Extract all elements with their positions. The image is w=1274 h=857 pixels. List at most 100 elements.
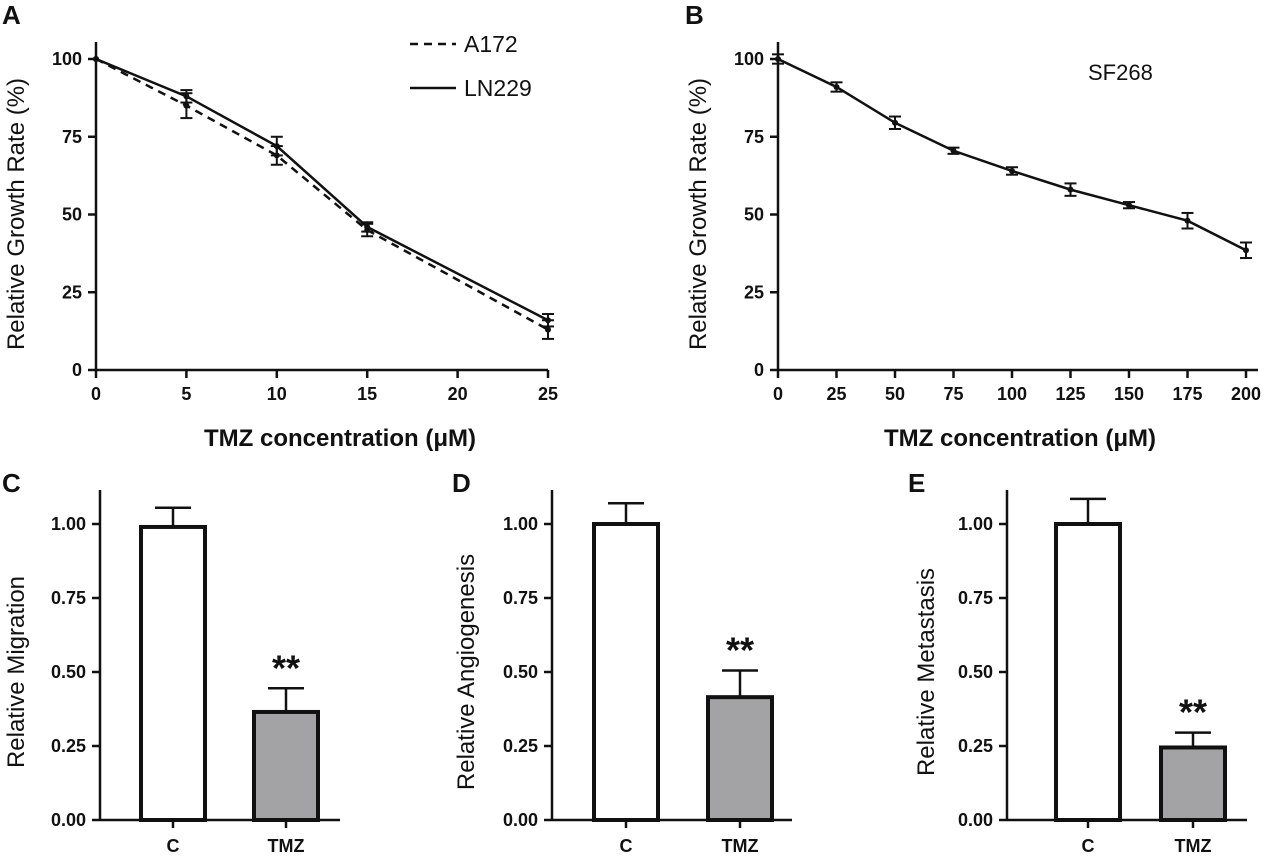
panel-a-y-tick-label: 50 [62,205,82,225]
panel-b-data-point [833,83,840,90]
panel-a-y-axis-title: Relative Growth Rate (%) [3,78,30,350]
legend-label-ln229: LN229 [464,75,532,101]
panel-c-y-tick-label: 0.75 [51,588,86,608]
panel-d-x-tick-label: C [620,836,633,856]
panel-c-x-tick-label: C [167,836,180,856]
panel-a-x-axis-title: TMZ concentration (μM) [204,425,476,452]
panel-e-y-tick-label: 0.00 [958,810,993,830]
panel-a-y-tick-label: 0 [72,360,82,380]
panel-b-y-tick-label: 50 [744,205,764,225]
panel-b-x-tick-label: 25 [826,384,846,404]
panel-e-error-bar [1070,497,1106,524]
panel-b-data-point [1243,247,1249,254]
panel-b-y-tick-label: 75 [744,127,764,147]
panel-b-y-tick-label: 25 [744,282,764,302]
panel-c-y-tick-label: 0.50 [51,662,86,682]
panel-a-x-tick-label: 25 [538,384,558,404]
panel-a-x-tick-label: 10 [267,384,287,404]
panel-d-bar-c [592,522,660,822]
panel-d-bar-tmz [706,695,774,822]
panel-letter-d: D [452,468,471,498]
panel-d-y-tick-label: 1.00 [503,514,538,534]
panel-a-data-point [273,143,280,150]
panel-a-x-tick-label: 0 [91,384,101,404]
panel-e-y-tick-label: 0.25 [958,736,993,756]
panel-b-line-chart: B Relative Growth Rate (%) TMZ concentra… [685,0,1261,452]
panel-b-data-point [1067,186,1074,193]
panel-c-significance-marker: ** [272,647,300,688]
panel-b-x-axis-title: TMZ concentration (μM) [884,425,1156,452]
panel-b-data-point [1126,202,1132,209]
panel-b-data-point [892,119,898,126]
panel-b-x-tick-label: 50 [885,384,905,404]
panel-e-y-tick-label: 1.00 [958,514,993,534]
panel-e-x-tick-label: C [1082,836,1095,856]
panel-d-x-tick-label: TMZ [722,836,759,856]
panel-d-y-tick-label: 0.75 [503,588,538,608]
panel-c-y-tick-label: 1.00 [51,514,86,534]
panel-a-data-point [183,102,190,109]
panel-d-y-tick-label: 0.25 [503,736,538,756]
panel-a-x-tick-label: 5 [181,384,191,404]
panel-b-x-tick-label: 150 [1114,384,1144,404]
panel-e-y-axis-title: Relative Metastasis [913,568,940,776]
panel-b-annotation: SF268 [1088,60,1153,85]
panel-c-bar-c [139,524,207,823]
panel-b-x-tick-label: 200 [1231,384,1261,404]
panel-b-x-tick-label: 0 [773,384,783,404]
panel-c-y-axis-title: Relative Migration [3,576,30,768]
panel-c-y-tick-label: 0.25 [51,736,86,756]
panel-d-error-bar [722,669,758,698]
panel-d-bar-chart: D Relative Angiogenesis 0.00 0.25 0.50 0.75… [452,468,792,856]
panel-d-y-axis-title: Relative Angiogenesis [453,554,480,790]
panel-e-error-bar [1175,731,1211,748]
panel-c-error-bar [155,506,191,527]
panel-a-legend: A172 LN229 [410,31,532,101]
panel-e-y-tick-label: 0.75 [958,588,993,608]
panel-a-data-point [545,326,551,333]
panel-b-series-sf268-line [777,57,1247,252]
panel-c-bar-tmz [252,709,320,823]
panel-b-x-tick-label: 75 [943,384,963,404]
panel-b-data-point [1184,217,1191,224]
panel-c-bar-chart: C Relative Migration 0.00 0.25 0.50 0.75 1.0… [2,468,340,856]
panel-d-y-tick-label: 0.50 [503,662,538,682]
panel-a-y-tick-label: 75 [62,127,82,147]
legend-label-a172: A172 [464,31,518,57]
panel-b-x-tick-label: 100 [997,384,1027,404]
panel-c-error-bar [268,687,304,712]
panel-a-data-point [364,223,371,230]
panel-b-data-point [950,147,957,154]
panel-b-x-tick-label: 125 [1055,384,1085,404]
panel-c-y-tick-label: 0.00 [51,810,86,830]
panel-b-y-axis-title: Relative Growth Rate (%) [685,78,712,350]
panel-a-x-tick-label: 20 [448,384,468,404]
panel-e-significance-marker: ** [1179,692,1207,733]
panel-e-bar-chart: E Relative Metastasis 0.00 0.25 0.50 0.75 1.… [908,468,1247,856]
panel-b-y-tick-label: 100 [734,49,764,69]
panel-letter-c: C [2,468,21,498]
panel-e-bar-c [1054,522,1122,822]
panel-a-line-chart: A Relative Growth Rate (%) TMZ concentra… [2,0,558,452]
panel-a-data-point [545,317,551,324]
panel-b-y-tick-label: 0 [754,360,764,380]
panel-a-data-point [183,93,190,100]
panel-letter-b: B [685,0,704,30]
panel-e-bar-tmz [1159,745,1227,822]
panel-b-data-point [1009,167,1015,174]
panel-d-y-tick-label: 0.00 [503,810,538,830]
panel-letter-a: A [2,0,21,30]
panel-e-y-tick-label: 0.50 [958,662,993,682]
panel-a-data-point [93,56,99,62]
panel-b-data-point [775,56,781,62]
panel-b-x-tick-label: 175 [1172,384,1202,404]
panel-e-x-tick-label: TMZ [1175,836,1212,856]
panel-c-x-tick-label: TMZ [268,836,305,856]
panel-letter-e: E [908,468,925,498]
panel-d-significance-marker: ** [726,630,754,671]
panel-a-x-tick-label: 15 [357,384,377,404]
panel-d-error-bar [608,502,644,524]
panel-a-y-tick-label: 25 [62,282,82,302]
panel-a-y-tick-label: 100 [52,49,82,69]
